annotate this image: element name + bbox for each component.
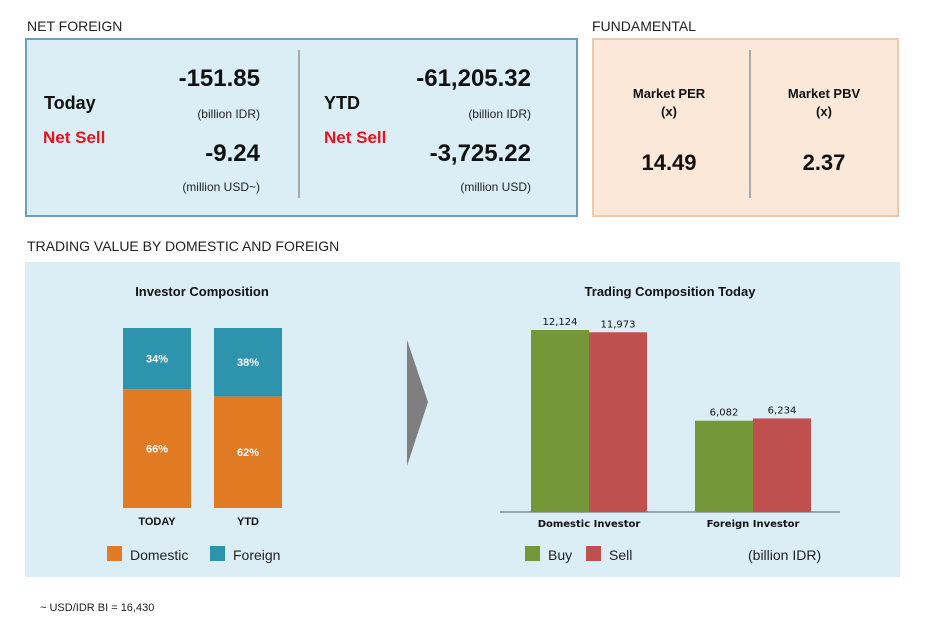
legend-buy-label: Buy <box>548 547 573 563</box>
bar-value-sell-domestic: 11,973 <box>601 319 636 330</box>
trading-section-title: TRADING VALUE BY DOMESTIC AND FOREIGN <box>27 238 340 254</box>
today-idr-unit: (billion IDR) <box>197 107 260 121</box>
today-net-sell: Net Sell <box>43 128 106 147</box>
fundamental-divider <box>749 50 751 198</box>
legend-foreign-swatch <box>210 546 225 561</box>
bar-sell-foreign <box>753 418 811 512</box>
bar-sell-domestic <box>589 332 647 512</box>
market-pbv-unit: (x) <box>816 104 832 119</box>
ytd-usd-value: -3,725.22 <box>429 140 531 167</box>
net-foreign-panel: Today Net Sell -151.85 (billion IDR) -9.… <box>25 38 578 217</box>
trading-composition-title: Trading Composition Today <box>584 284 756 299</box>
bar-value-buy-domestic: 12,124 <box>543 317 578 328</box>
fx-footnote: ~ USD/IDR BI = 16,430 <box>40 602 155 614</box>
segment-label-domestic-today: 66% <box>146 444 168 456</box>
investor-composition-title: Investor Composition <box>135 284 269 299</box>
legend-sell-label: Sell <box>609 547 633 563</box>
market-per-label: Market PER <box>632 86 706 101</box>
market-pbv-label: Market PBV <box>787 86 861 101</box>
today-usd-unit: (million USD~) <box>182 180 260 194</box>
ytd-idr-unit: (billion IDR) <box>468 107 531 121</box>
investor-composition-chart: 66% 34% TODAY 62% 38% YTD <box>123 328 282 528</box>
bar-buy-domestic <box>531 330 589 512</box>
segment-label-foreign-today: 34% <box>146 354 168 366</box>
fundamental-title: FUNDAMENTAL <box>592 18 696 34</box>
ytd-label: YTD <box>324 93 360 113</box>
bar-value-sell-foreign: 6,234 <box>768 405 797 416</box>
trading-composition-chart: 12,124 11,973 Domestic Investor 6,082 6,234 F… <box>500 317 840 530</box>
segment-label-foreign-ytd: 38% <box>237 357 259 369</box>
ytd-net-sell: Net Sell <box>324 128 387 147</box>
market-pbv-value: 2.37 <box>802 150 846 175</box>
unit-note: (billion IDR) <box>748 547 822 563</box>
bar-value-buy-foreign: 6,082 <box>710 408 739 419</box>
legend-domestic-swatch <box>107 546 122 561</box>
fundamental-panel: Market PER (x) 14.49 Market PBV (x) 2.37 <box>592 38 899 217</box>
legend-buy-swatch <box>525 546 540 561</box>
market-per-unit: (x) <box>661 104 677 119</box>
segment-label-domestic-ytd: 62% <box>237 447 259 459</box>
legend-domestic-label: Domestic <box>130 547 189 563</box>
net-foreign-title: NET FOREIGN <box>27 18 123 34</box>
legend-foreign-label: Foreign <box>233 547 281 563</box>
stacked-segment-foreign-ytd <box>214 328 282 397</box>
today-usd-value: -9.24 <box>205 140 260 167</box>
category-label-today: TODAY <box>138 516 176 528</box>
category-label-foreign-investor: Foreign Investor <box>707 519 800 530</box>
today-idr-value: -151.85 <box>178 65 260 92</box>
flow-arrow-icon <box>407 340 428 466</box>
market-per-value: 14.49 <box>641 150 697 175</box>
ytd-idr-value: -61,205.32 <box>416 65 531 92</box>
ytd-usd-unit: (million USD) <box>460 180 531 194</box>
today-label: Today <box>44 93 96 113</box>
stacked-segment-domestic-ytd <box>214 396 282 508</box>
stacked-segment-domestic-today <box>123 389 191 508</box>
legend-sell-swatch <box>586 546 601 561</box>
net-foreign-divider <box>298 50 300 198</box>
category-label-domestic-investor: Domestic Investor <box>538 519 641 530</box>
bar-buy-foreign <box>695 420 753 512</box>
stacked-segment-foreign-today <box>123 328 191 390</box>
category-label-ytd: YTD <box>237 516 259 528</box>
